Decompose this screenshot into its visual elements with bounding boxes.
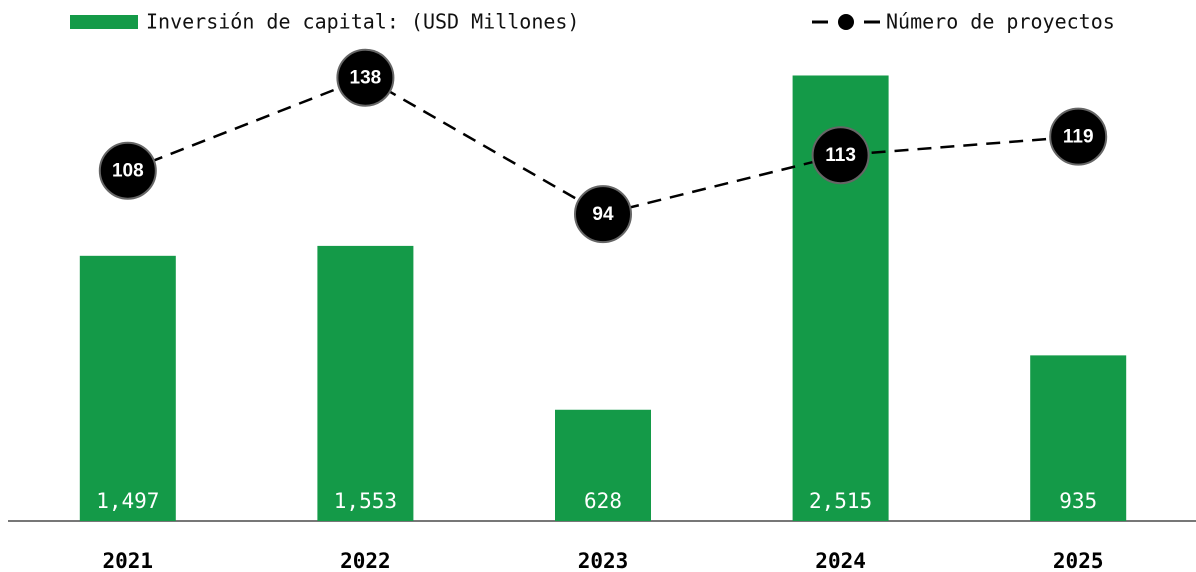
point-label: 113 — [825, 145, 856, 166]
point-label: 108 — [112, 161, 144, 182]
x-tick-label: 2022 — [340, 549, 391, 572]
legend-label: Inversión de capital: (USD Millones) — [146, 10, 579, 34]
point-label: 94 — [592, 204, 614, 225]
bar — [555, 409, 651, 521]
legend-marker — [838, 14, 854, 30]
bar — [79, 255, 176, 521]
x-tick-label: 2024 — [815, 549, 866, 572]
point — [98, 141, 157, 200]
x-tick-label: 2023 — [578, 549, 629, 572]
value-label: 628 — [584, 489, 622, 513]
bar — [317, 245, 414, 521]
value-label: 1,497 — [96, 489, 159, 513]
value-label: 935 — [1059, 489, 1097, 513]
value-label: 1,553 — [334, 489, 397, 513]
point-label: 138 — [350, 68, 382, 89]
legend-label: Número de proyectos — [886, 10, 1115, 34]
bar — [1030, 355, 1127, 521]
point — [336, 48, 395, 107]
point — [1049, 107, 1108, 166]
value-label: 2,515 — [809, 489, 872, 513]
x-tick-label: 2025 — [1053, 549, 1104, 572]
legend-swatch-bar — [70, 15, 138, 29]
point — [811, 126, 870, 185]
x-tick-label: 2021 — [103, 549, 154, 572]
point-label: 119 — [1063, 127, 1094, 148]
point — [574, 185, 632, 244]
